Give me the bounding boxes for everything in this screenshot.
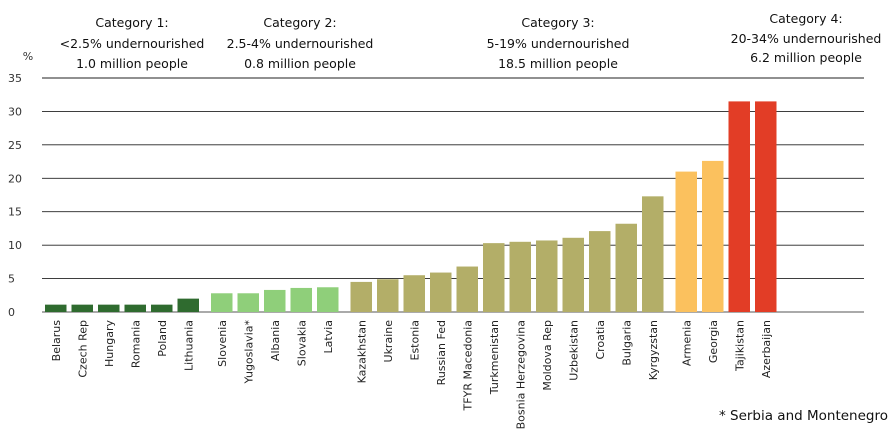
- category-population: 6.2 million people: [750, 50, 862, 65]
- bar: [350, 281, 372, 312]
- category-population: 1.0 million people: [76, 56, 188, 71]
- y-axis-ticks: 0 5 10 15 20 25 30 35: [8, 72, 22, 319]
- category-range: <2.5% undernourished: [60, 36, 205, 51]
- bar: [211, 293, 233, 312]
- y-tick-label: 0: [8, 306, 15, 319]
- bar: [430, 272, 452, 312]
- y-tick-label: 15: [8, 206, 22, 219]
- x-tick-label: Moldova Rep: [541, 320, 554, 391]
- bar: [151, 304, 173, 312]
- category-title: Category 3:: [521, 15, 594, 30]
- category-range: 20-34% undernourished: [731, 31, 882, 46]
- x-tick-label: Poland: [156, 320, 169, 357]
- bar: [177, 298, 199, 312]
- category-title: Category 1:: [95, 15, 168, 30]
- x-tick-label: Yugoslavia*: [242, 320, 255, 385]
- x-tick-label: Russian Fed: [435, 320, 448, 385]
- bar: [642, 196, 664, 312]
- x-tick-label: Estonia: [408, 320, 421, 361]
- category-population: 18.5 million people: [498, 56, 618, 71]
- x-tick-label: Croatia: [594, 320, 607, 360]
- x-tick-label: Albania: [269, 320, 282, 361]
- x-tick-label: Kyrgyzstan: [647, 320, 660, 380]
- y-tick-label: 20: [8, 172, 22, 185]
- bar: [98, 304, 120, 312]
- x-tick-label: Kazakhstan: [355, 320, 368, 383]
- y-tick-label: 10: [8, 239, 22, 252]
- y-tick-label: 5: [8, 273, 15, 286]
- bar: [728, 101, 750, 313]
- x-tick-label: Czech Rep: [76, 320, 89, 378]
- bar: [377, 279, 399, 312]
- x-tick-label: Lithuania: [182, 320, 195, 371]
- bar: [317, 287, 339, 312]
- x-tick-label: Uzbekistan: [567, 320, 580, 381]
- bar: [264, 289, 286, 312]
- category-population: 0.8 million people: [244, 56, 356, 71]
- bar: [124, 304, 146, 312]
- bar: [509, 241, 531, 312]
- x-tick-label: TFYR Macedonia: [461, 320, 474, 411]
- x-tick-label: Turkmenistan: [488, 320, 501, 395]
- category-range: 5-19% undernourished: [487, 36, 630, 51]
- bar: [675, 171, 697, 312]
- bar: [237, 293, 259, 312]
- gridlines: [42, 77, 864, 313]
- x-tick-label: Ukraine: [382, 320, 395, 363]
- bar: [615, 223, 637, 312]
- bars: [45, 101, 777, 313]
- x-tick-label: Bulgaria: [620, 320, 633, 366]
- x-tick-label: Armenia: [680, 320, 693, 366]
- x-tick-label: Bosnia Herzegovina: [514, 320, 527, 429]
- bar: [71, 304, 93, 312]
- bar: [45, 304, 67, 312]
- x-tick-label: Hungary: [103, 320, 116, 367]
- x-tick-label: Georgia: [707, 320, 720, 363]
- x-tick-label: Latvia: [322, 320, 335, 354]
- bar: [403, 275, 425, 312]
- y-axis-unit-label: %: [23, 50, 33, 63]
- category-title: Category 2:: [263, 15, 336, 30]
- x-tick-label: Romania: [129, 320, 142, 368]
- x-tick-label: Tajikistan: [733, 320, 746, 372]
- x-axis-labels: Belarus Czech Rep Hungary Romania Poland Lith…: [50, 320, 773, 430]
- bar: [755, 101, 777, 313]
- x-tick-label: Slovenia: [216, 320, 229, 367]
- y-tick-label: 25: [8, 139, 22, 152]
- category-headers: Category 1: <2.5% undernourished 1.0 milli…: [60, 11, 882, 71]
- x-tick-label: Slovakia: [295, 320, 308, 366]
- x-tick-label: Azerbaijan: [760, 320, 773, 378]
- bar: [456, 266, 478, 312]
- category-range: 2.5-4% undernourished: [227, 36, 374, 51]
- bar: [589, 231, 611, 312]
- footnote: * Serbia and Montenegro: [719, 408, 888, 424]
- bar: [702, 160, 724, 312]
- y-tick-label: 35: [8, 72, 22, 85]
- x-tick-label: Belarus: [50, 320, 63, 362]
- bar: [290, 287, 312, 312]
- bar: [483, 243, 505, 312]
- bar: [562, 237, 584, 312]
- y-tick-label: 30: [8, 105, 22, 118]
- bar: [536, 240, 558, 312]
- category-title: Category 4:: [769, 11, 842, 26]
